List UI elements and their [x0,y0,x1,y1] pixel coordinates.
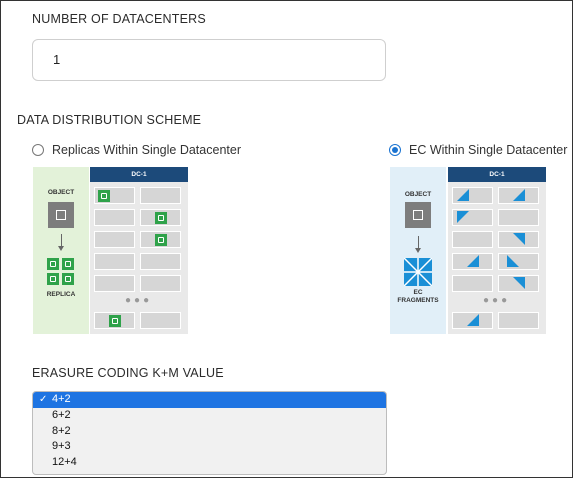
dc-header: DC-1 [448,167,546,182]
ec-diagram: OBJECT EC FRAGMENTS DC-1 ●●● [390,167,547,334]
ec-caption-line1: EC [413,289,423,296]
checkmark-icon: ✓ [39,394,48,405]
fragment-icon [513,233,525,245]
erasure-coding-dropdown[interactable]: ✓ 4+2 6+2 8+2 9+3 12+4 [32,391,387,475]
ellipsis-icon: ●●● [125,295,153,306]
ellipsis-icon: ●●● [483,295,511,306]
dc-header: DC-1 [90,167,188,182]
option-4-2[interactable]: ✓ 4+2 [33,392,386,408]
dc-grid-ec: DC-1 ●●● [448,167,546,334]
fragment-icon [457,211,469,223]
radio-button-ec[interactable] [389,144,401,156]
object-icon [48,202,74,228]
scheme-ec-option[interactable]: EC Within Single Datacenter [389,143,567,157]
replica-block-icon [155,234,167,246]
replica-block-icon [109,315,121,327]
fragment-icon [513,189,525,201]
arrow-down-icon [415,236,421,253]
scheme-replicas-label: Replicas Within Single Datacenter [52,143,241,157]
scheme-ec-label: EC Within Single Datacenter [409,143,568,157]
num-datacenters-input[interactable]: 1 [32,39,386,81]
option-6-2[interactable]: 6+2 [52,408,71,421]
fragment-icon [467,314,479,326]
dc-grid-replica: DC-1 ●●● [90,167,188,334]
object-caption: OBJECT [404,191,432,198]
replica-side-panel: OBJECT REPLICA [33,167,89,334]
replica-caption: REPLICA [46,291,76,298]
fragment-icon [467,255,479,267]
replica-block-icon [98,190,110,202]
option-9-3[interactable]: 9+3 [52,440,71,453]
replica-block-icon [155,212,167,224]
ec-fragments-icon [404,258,432,286]
option-8-2[interactable]: 8+2 [52,424,71,437]
num-datacenters-label: NUMBER OF DATACENTERS [32,12,206,26]
erasure-coding-label: ERASURE CODING K+M VALUE [32,366,224,380]
radio-button-replicas[interactable] [32,144,44,156]
ec-side-panel: OBJECT EC FRAGMENTS [390,167,446,334]
replica-icon [47,258,75,286]
option-12-4[interactable]: 12+4 [52,456,77,469]
fragment-icon [513,277,525,289]
fragment-icon [457,189,469,201]
object-icon [405,202,431,228]
scheme-replicas-option[interactable]: Replicas Within Single Datacenter [32,143,241,157]
distribution-scheme-label: DATA DISTRIBUTION SCHEME [17,113,202,127]
arrow-down-icon [58,234,64,251]
ec-caption-line2: FRAGMENTS [397,297,439,304]
fragment-icon [507,255,519,267]
replica-diagram: OBJECT REPLICA DC-1 ●●● [33,167,190,334]
object-caption: OBJECT [47,189,75,196]
